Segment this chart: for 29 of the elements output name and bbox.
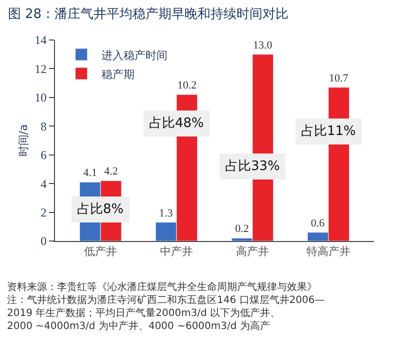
y-tick-label: 14 [34, 33, 47, 48]
text: 4.1 [83, 167, 97, 180]
y-tick-label: 4 [40, 176, 47, 191]
y-tick-label: 6 [40, 148, 47, 162]
x-tick-label: 中产井 [160, 245, 194, 258]
x-tick-label: 高产井 [236, 245, 269, 258]
legend-label: 进入稳产时间 [101, 48, 168, 62]
x-tick-label: 特高产井 [306, 245, 350, 258]
y-tick-label: 10 [34, 90, 47, 105]
text: 1.3 [158, 207, 173, 220]
y-axis-title: 时间/a [17, 124, 30, 157]
text: 10.7 [329, 72, 348, 84]
annotation: 占比11% [301, 124, 356, 139]
text: 0.6 [310, 217, 325, 230]
y-tick-label: 12 [34, 62, 47, 76]
text: 0.2 [235, 223, 249, 236]
text: 10.2 [177, 80, 197, 92]
text: 资料来源：李贵红等《沁水潘庄煤层气井全生命周期产气规律与效果》注：气井统计数据为潘庄寺河矿西二和东五盘区146 口煤层气井2006—2019 年生产数据；平均日产气量2000m3/d 以下为低产井、2000 ~4000m3/d 为中产井、4000 ~6000m3/d 为高产 [7, 281, 325, 332]
text: 13.0 [253, 39, 272, 52]
y-tick-label: 0 [40, 234, 47, 248]
annotation: 占比8% [77, 202, 124, 217]
legend-label: 稳产期 [101, 68, 134, 81]
x-tick-label: 低产井 [84, 245, 118, 258]
y-tick-label: 2 [40, 205, 47, 220]
text: 4.2 [104, 166, 118, 178]
chart-title: 图 28：潘庄气井平均稳产期早晚和持续时间对比 [8, 6, 289, 22]
y-tick-label: 8 [40, 119, 47, 134]
annotation: 占比33% [225, 159, 280, 174]
annotation: 占比48% [149, 116, 204, 131]
